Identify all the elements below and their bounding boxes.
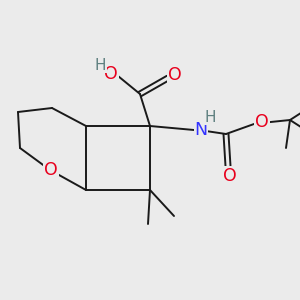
Text: O: O [255, 113, 269, 131]
Text: H: H [204, 110, 216, 124]
Text: N: N [194, 121, 208, 139]
Text: H: H [94, 58, 106, 73]
Text: O: O [104, 65, 118, 83]
Text: O: O [168, 66, 182, 84]
Text: O: O [44, 161, 58, 179]
Text: O: O [223, 167, 237, 185]
